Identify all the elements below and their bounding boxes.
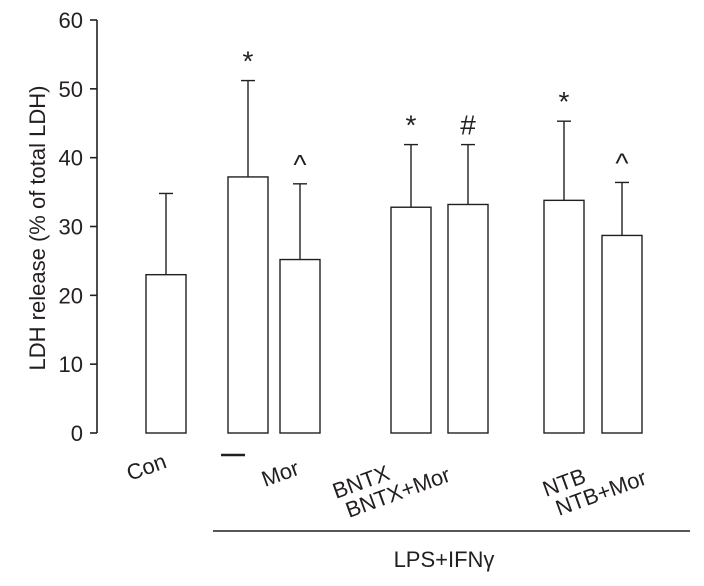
significance-marker: * bbox=[406, 110, 417, 141]
bar bbox=[390, 206, 432, 434]
y-tick-label: 30 bbox=[59, 215, 83, 240]
y-tick-label: 10 bbox=[59, 352, 83, 377]
y-tick-label: 60 bbox=[59, 8, 83, 33]
significance-markers: * ^ * # * ^ bbox=[243, 46, 629, 180]
y-axis-title: LDH release (% of total LDH) bbox=[25, 86, 50, 371]
significance-marker: # bbox=[460, 110, 476, 141]
significance-marker: ^ bbox=[615, 147, 628, 178]
significance-marker: * bbox=[559, 86, 570, 117]
y-tick-label: 20 bbox=[59, 283, 83, 308]
error-bars bbox=[159, 79, 629, 275]
category-label: Con bbox=[123, 448, 169, 485]
bar bbox=[227, 176, 269, 434]
group-bracket: LPS+IFNγ bbox=[213, 530, 690, 572]
significance-marker: ^ bbox=[293, 149, 306, 180]
group-label: LPS+IFNγ bbox=[394, 547, 495, 572]
bar bbox=[601, 234, 643, 434]
significance-marker: * bbox=[243, 46, 254, 77]
bar bbox=[279, 258, 321, 434]
y-tick-label: 0 bbox=[71, 421, 83, 446]
bar bbox=[447, 203, 489, 434]
bar bbox=[543, 199, 585, 434]
bars bbox=[145, 176, 643, 434]
y-tick-label: 50 bbox=[59, 77, 83, 102]
y-tick-label: 40 bbox=[59, 146, 83, 171]
category-label: Mor bbox=[258, 455, 302, 491]
y-ticks: 0 10 20 30 40 50 60 bbox=[59, 8, 97, 446]
bar bbox=[145, 273, 187, 434]
